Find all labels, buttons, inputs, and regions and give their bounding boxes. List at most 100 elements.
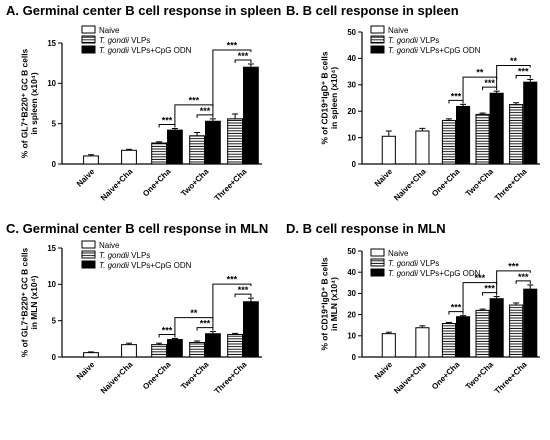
y-tick-label: 0: [352, 353, 357, 362]
legend-label-italic: T. gondii: [99, 251, 129, 260]
y-tick-label: 0: [52, 353, 57, 362]
x-category-label: One+Cha: [430, 360, 462, 392]
legend-label-rest: VLPs+CpG ODN: [129, 46, 192, 55]
x-category-label: Two+Cha: [179, 167, 211, 199]
x-category-label: Naive+Cha: [392, 167, 428, 203]
y-tick-label: 40: [347, 54, 356, 63]
legend-label: T. gondii VLPs: [388, 259, 439, 268]
bar: [415, 130, 430, 165]
legend-label-rest: VLPs: [129, 36, 150, 45]
bar: [205, 120, 221, 165]
legend-label-rest: VLPs: [418, 259, 439, 268]
y-axis-label-line: in spleen (x10⁴): [29, 72, 39, 135]
legend-label: T. gondii VLPs+CpG ODN: [388, 269, 481, 278]
legend-label-rest: VLPs: [129, 251, 150, 260]
significance-bracket: [482, 86, 498, 91]
bar: [456, 105, 471, 165]
panel-title: D. B cell response in MLN: [286, 221, 446, 236]
x-category-label: Three+Cha: [493, 360, 529, 396]
y-tick-label: 10: [347, 133, 356, 142]
bar: [523, 81, 538, 165]
legend-label: Naive: [99, 26, 120, 35]
x-category-label: Naive+Cha: [99, 360, 135, 396]
legend-label: Naive: [99, 241, 120, 250]
significance-label: ***: [518, 67, 529, 77]
x-category-label: Three+Cha: [493, 167, 529, 203]
legend-swatch: [370, 268, 385, 277]
bar: [489, 298, 504, 358]
bar: [475, 309, 490, 358]
bar: [509, 104, 524, 165]
significance-label: ***: [451, 91, 462, 101]
legend-label-rest: VLPs+CpG ODN: [418, 46, 481, 55]
x-category-label: One+Cha: [430, 167, 462, 199]
bar: [456, 316, 471, 358]
x-category-label: Naive: [373, 167, 395, 189]
legend-label-rest: VLPs+CpG ODN: [129, 261, 192, 270]
bar: [121, 344, 137, 358]
legend-label-italic: T. gondii: [388, 36, 418, 45]
x-category-label: One+Cha: [141, 360, 173, 392]
y-tick-label: 30: [347, 81, 356, 90]
bar: [227, 118, 243, 165]
legend-label: T. gondii VLPs: [388, 36, 439, 45]
bar: [475, 113, 490, 165]
y-axis-label-line: in spleen (x10⁴): [329, 67, 339, 130]
legend-swatch: [81, 45, 96, 54]
bar: [227, 333, 243, 358]
legend-swatch: [370, 248, 385, 257]
x-category-label: Naive: [75, 360, 97, 382]
legend-label-italic: T. gondii: [388, 259, 418, 268]
panel-d: D. B cell response in MLN % of CD19⁺IgD⁺ …: [286, 221, 540, 396]
legend-label: Naive: [388, 26, 409, 35]
significance-label: ***: [227, 40, 238, 50]
significance-bracket: [234, 59, 252, 63]
significance-label: ***: [451, 303, 462, 313]
x-category-label: Naive+Cha: [392, 360, 428, 396]
legend-swatch: [370, 35, 385, 44]
y-tick-label: 10: [47, 79, 56, 88]
y-tick-label: 5: [52, 119, 57, 128]
bar: [121, 149, 137, 165]
y-axis-label-line: % of CD19⁺IgD⁺ B cells: [319, 257, 329, 350]
bar: [189, 341, 205, 358]
y-tick-label: 50: [347, 28, 356, 37]
significance-label: ***: [238, 51, 249, 61]
legend-label-italic: T. gondii: [99, 261, 129, 270]
significance-label: ***: [238, 285, 249, 295]
x-category-label: Naive: [75, 167, 97, 189]
x-category-label: Naive+Cha: [99, 167, 135, 203]
bar: [243, 301, 259, 358]
significance-bracket: [212, 283, 252, 328]
panel-b: B. B cell response in spleen % of CD19⁺Ig…: [286, 3, 540, 203]
y-axis-label-line: % of CD19⁺IgD⁺ B cells: [319, 51, 329, 144]
significance-bracket: [448, 311, 464, 315]
y-axis-label: % of GL7⁺B220⁺ GC B cellsin MLN (x10⁴): [19, 247, 39, 357]
legend-label: T. gondii VLPs: [99, 36, 150, 45]
y-axis-label: % of CD19⁺IgD⁺ B cellsin spleen (x10⁴): [319, 51, 339, 144]
significance-bracket: [196, 114, 214, 118]
bar: [523, 288, 538, 358]
panel-title: B. B cell response in spleen: [286, 3, 459, 18]
legend-label: T. gondii VLPs+CpG ODN: [99, 46, 192, 55]
significance-label: **: [476, 68, 484, 78]
bar: [167, 339, 183, 358]
significance-label: ***: [484, 78, 495, 88]
legend-swatch: [370, 45, 385, 54]
x-category-label: Three+Cha: [213, 360, 249, 396]
legend-swatch: [81, 240, 96, 249]
y-tick-label: 20: [347, 107, 356, 116]
y-tick-label: 10: [347, 332, 356, 341]
significance-bracket: [515, 280, 531, 284]
bar: [151, 142, 167, 165]
panel-a: A. Germinal center B cell response in sp…: [6, 3, 281, 203]
legend-swatch: [81, 260, 96, 269]
bar: [243, 66, 259, 165]
significance-label: ***: [200, 106, 211, 116]
bar: [189, 135, 205, 165]
significance-label: ***: [200, 319, 211, 329]
y-tick-label: 15: [47, 39, 56, 48]
y-axis-label-line: % of GL7⁺B220⁺ GC B cells: [19, 48, 29, 158]
significance-bracket: [234, 293, 252, 298]
